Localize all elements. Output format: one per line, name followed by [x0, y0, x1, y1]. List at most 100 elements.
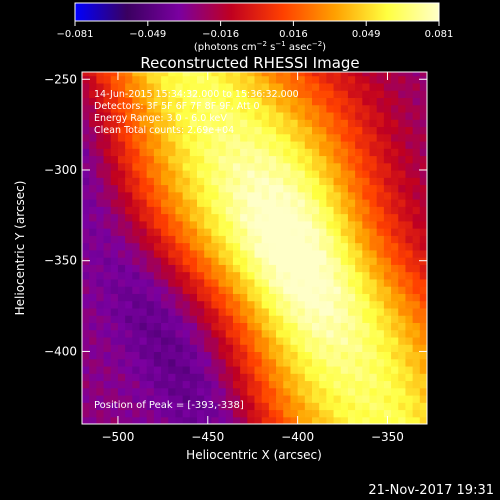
heatmap-cell — [197, 278, 205, 287]
heatmap-cell — [96, 307, 105, 316]
heatmap-cell — [398, 228, 407, 236]
heatmap-cell — [161, 72, 169, 77]
heatmap-cell — [383, 278, 392, 287]
annotation-peak-position: Position of Peak = [-393,-338] — [94, 400, 244, 411]
chart-title: Reconstructed RHESSI Image — [140, 54, 359, 72]
heatmap-cell — [232, 184, 241, 193]
heatmap-cell — [276, 351, 284, 360]
heatmap-cell — [182, 184, 191, 193]
heatmap-cell — [268, 416, 277, 424]
heatmap-cell — [211, 97, 220, 106]
heatmap-cell — [347, 257, 356, 265]
heatmap-cell — [319, 184, 327, 193]
heatmap-cell — [103, 286, 112, 294]
heatmap-cell — [175, 271, 184, 280]
heatmap-cell — [182, 133, 191, 142]
heatmap-cell — [261, 228, 270, 236]
heatmap-cell — [139, 307, 148, 316]
heatmap-cell — [319, 409, 327, 418]
heatmap-cell — [240, 140, 248, 149]
heatmap-cell — [225, 213, 234, 222]
heatmap-cell — [254, 220, 263, 229]
heatmap-cell — [276, 75, 284, 84]
heatmap-cell — [391, 97, 399, 106]
heatmap-cell — [261, 169, 270, 178]
heatmap-cell — [139, 351, 148, 360]
heatmap-cell — [383, 140, 392, 149]
heatmap-cell — [103, 373, 112, 382]
heatmap-cell — [247, 191, 256, 200]
heatmap-cell — [161, 191, 169, 200]
heatmap-cell — [383, 169, 392, 178]
heatmap-cell — [103, 402, 112, 411]
heatmap-cell — [132, 329, 141, 338]
heatmap-cell — [110, 293, 119, 302]
heatmap-cell — [146, 242, 155, 251]
heatmap-cell — [276, 235, 284, 244]
heatmap-cell — [153, 213, 162, 222]
heatmap-cell — [247, 257, 256, 265]
heatmap-cell — [117, 329, 126, 338]
heatmap-cell — [82, 148, 90, 157]
heatmap-cell — [355, 365, 363, 374]
heatmap-cell — [146, 184, 155, 193]
heatmap-cell — [125, 344, 133, 353]
heatmap-cell — [419, 162, 427, 171]
heatmap-cell — [204, 373, 212, 382]
heatmap-cell — [355, 300, 363, 309]
x-tick-label: −450 — [191, 430, 224, 444]
heatmap-cell — [347, 104, 356, 113]
heatmap-cell — [304, 315, 313, 323]
heatmap-cell — [398, 235, 407, 244]
heatmap-cell — [139, 90, 148, 98]
heatmap-cell — [297, 329, 306, 338]
heatmap-cell — [261, 329, 270, 338]
heatmap-cell — [268, 133, 277, 142]
heatmap-cell — [189, 315, 198, 323]
heatmap-cell — [304, 133, 313, 142]
heatmap-cell — [240, 90, 248, 98]
heatmap-cell — [297, 380, 306, 389]
heatmap-cell — [326, 140, 335, 149]
heatmap-cell — [340, 126, 349, 135]
heatmap-cell — [240, 82, 248, 91]
heatmap-cell — [132, 206, 141, 215]
heatmap-cell — [319, 206, 327, 215]
heatmap-cell — [290, 90, 299, 98]
heatmap-cell — [254, 336, 263, 345]
heatmap-cell — [347, 220, 356, 229]
heatmap-cell — [240, 307, 248, 316]
heatmap-cell — [204, 213, 212, 222]
heatmap-cell — [419, 300, 427, 309]
heatmap-cell — [161, 365, 169, 374]
heatmap-cell — [211, 133, 220, 142]
plot-frame — [81, 71, 428, 425]
heatmap-cell — [225, 293, 234, 302]
heatmap-cell — [290, 169, 299, 178]
heatmap-cell — [240, 162, 248, 171]
heatmap-cell — [405, 228, 414, 236]
heatmap-cell — [110, 307, 119, 316]
heatmap-cell — [225, 307, 234, 316]
heatmap-cell — [161, 148, 169, 157]
heatmap-cell — [405, 344, 414, 353]
heatmap-cell — [189, 126, 198, 135]
heatmap-cell — [232, 322, 241, 331]
heatmap-cell — [268, 373, 277, 382]
heatmap-cell — [232, 155, 241, 164]
heatmap-cell — [168, 394, 177, 403]
heatmap-cell — [96, 373, 105, 382]
heatmap-cell — [268, 220, 277, 229]
heatmap-cell — [333, 387, 342, 396]
heatmap-cell — [398, 394, 407, 403]
heatmap-cell — [247, 365, 256, 374]
heatmap-cell — [110, 148, 119, 157]
heatmap-cell — [297, 90, 306, 98]
heatmap-cell — [405, 373, 414, 382]
heatmap-cell — [175, 126, 184, 135]
heatmap-cell — [391, 387, 399, 396]
heatmap-cell — [225, 329, 234, 338]
heatmap-cell — [355, 271, 363, 280]
heatmap-cell — [132, 169, 141, 178]
heatmap-cell — [110, 264, 119, 273]
